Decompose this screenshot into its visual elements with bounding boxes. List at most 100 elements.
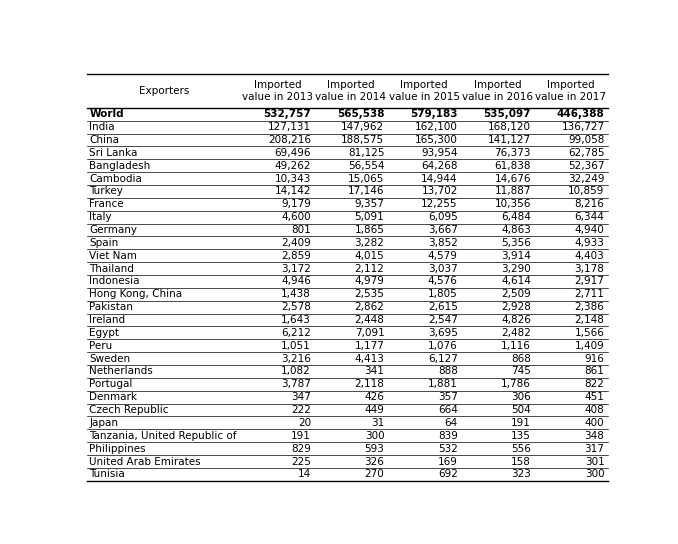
Text: 2,862: 2,862: [355, 302, 384, 312]
Text: Netherlands: Netherlands: [89, 367, 153, 376]
Text: 449: 449: [365, 405, 384, 415]
Text: Sri Lanka: Sri Lanka: [89, 148, 138, 158]
Text: 1,438: 1,438: [281, 289, 311, 299]
Text: 12,255: 12,255: [421, 199, 458, 209]
Text: 2,928: 2,928: [501, 302, 531, 312]
Text: 191: 191: [291, 431, 311, 441]
Text: 1,051: 1,051: [281, 341, 311, 351]
Text: 2,578: 2,578: [281, 302, 311, 312]
Text: 3,914: 3,914: [501, 251, 531, 261]
Text: 31: 31: [371, 418, 384, 428]
Text: 136,727: 136,727: [561, 122, 605, 132]
Text: 222: 222: [291, 405, 311, 415]
Text: Tunisia: Tunisia: [89, 469, 125, 479]
Text: 664: 664: [438, 405, 458, 415]
Text: 225: 225: [291, 456, 311, 467]
Text: Philippines: Philippines: [89, 444, 146, 454]
Text: 15,065: 15,065: [348, 174, 384, 183]
Text: 556: 556: [511, 444, 531, 454]
Text: 4,413: 4,413: [355, 354, 384, 363]
Text: Imported
value in 2013: Imported value in 2013: [242, 81, 313, 102]
Text: 2,917: 2,917: [574, 276, 605, 287]
Text: 535,097: 535,097: [483, 109, 531, 119]
Text: 2,711: 2,711: [574, 289, 605, 299]
Text: 10,343: 10,343: [275, 174, 311, 183]
Text: 2,409: 2,409: [281, 238, 311, 248]
Text: Hong Kong, China: Hong Kong, China: [89, 289, 182, 299]
Text: 3,216: 3,216: [281, 354, 311, 363]
Text: 2,386: 2,386: [574, 302, 605, 312]
Text: 9,357: 9,357: [355, 199, 384, 209]
Text: Germany: Germany: [89, 225, 138, 235]
Text: 168,120: 168,120: [488, 122, 531, 132]
Text: 565,538: 565,538: [337, 109, 384, 119]
Text: 62,785: 62,785: [568, 148, 605, 158]
Text: 4,933: 4,933: [574, 238, 605, 248]
Text: 408: 408: [584, 405, 605, 415]
Text: 1,865: 1,865: [355, 225, 384, 235]
Text: 426: 426: [365, 392, 384, 402]
Text: 2,118: 2,118: [355, 379, 384, 390]
Text: Portugal: Portugal: [89, 379, 133, 390]
Text: 301: 301: [584, 456, 605, 467]
Text: 6,095: 6,095: [428, 212, 458, 222]
Text: Czech Republic: Czech Republic: [89, 405, 169, 415]
Text: Japan: Japan: [89, 418, 119, 428]
Text: 4,600: 4,600: [281, 212, 311, 222]
Text: 169: 169: [438, 456, 458, 467]
Text: 1,643: 1,643: [281, 315, 311, 325]
Text: 9,179: 9,179: [281, 199, 311, 209]
Text: Imported
value in 2016: Imported value in 2016: [462, 81, 533, 102]
Text: 839: 839: [438, 431, 458, 441]
Text: 147,962: 147,962: [341, 122, 384, 132]
Text: 1,082: 1,082: [281, 367, 311, 376]
Text: 326: 326: [365, 456, 384, 467]
Text: 532,757: 532,757: [263, 109, 311, 119]
Text: Bangladesh: Bangladesh: [89, 160, 151, 171]
Text: 317: 317: [584, 444, 605, 454]
Text: 2,547: 2,547: [428, 315, 458, 325]
Text: 2,148: 2,148: [574, 315, 605, 325]
Text: 4,979: 4,979: [355, 276, 384, 287]
Text: Imported
value in 2014: Imported value in 2014: [315, 81, 386, 102]
Text: 916: 916: [584, 354, 605, 363]
Text: 1,076: 1,076: [428, 341, 458, 351]
Text: 1,116: 1,116: [501, 341, 531, 351]
Text: 801: 801: [292, 225, 311, 235]
Text: 14,944: 14,944: [421, 174, 458, 183]
Text: 56,554: 56,554: [348, 160, 384, 171]
Text: 6,484: 6,484: [501, 212, 531, 222]
Text: 3,787: 3,787: [281, 379, 311, 390]
Text: 158: 158: [511, 456, 531, 467]
Text: 3,172: 3,172: [281, 264, 311, 274]
Text: 306: 306: [511, 392, 531, 402]
Text: 3,178: 3,178: [574, 264, 605, 274]
Text: 4,946: 4,946: [281, 276, 311, 287]
Text: United Arab Emirates: United Arab Emirates: [89, 456, 201, 467]
Text: 14,142: 14,142: [275, 187, 311, 196]
Text: 347: 347: [291, 392, 311, 402]
Text: 8,216: 8,216: [574, 199, 605, 209]
Text: Tanzania, United Republic of: Tanzania, United Republic of: [89, 431, 237, 441]
Text: 52,367: 52,367: [568, 160, 605, 171]
Text: 504: 504: [511, 405, 531, 415]
Text: 2,448: 2,448: [355, 315, 384, 325]
Text: 32,249: 32,249: [568, 174, 605, 183]
Text: Denmark: Denmark: [89, 392, 138, 402]
Text: 357: 357: [438, 392, 458, 402]
Text: 99,058: 99,058: [568, 135, 605, 145]
Text: 348: 348: [584, 431, 605, 441]
Text: 20: 20: [298, 418, 311, 428]
Text: 11,887: 11,887: [495, 187, 531, 196]
Text: 1,805: 1,805: [428, 289, 458, 299]
Text: Viet Nam: Viet Nam: [89, 251, 138, 261]
Text: Imported
value in 2015: Imported value in 2015: [388, 81, 460, 102]
Text: 76,373: 76,373: [495, 148, 531, 158]
Text: 3,667: 3,667: [428, 225, 458, 235]
Text: 1,786: 1,786: [501, 379, 531, 390]
Text: 4,576: 4,576: [428, 276, 458, 287]
Text: 1,881: 1,881: [428, 379, 458, 390]
Text: Sweden: Sweden: [89, 354, 131, 363]
Text: 14: 14: [298, 469, 311, 479]
Text: 4,579: 4,579: [428, 251, 458, 261]
